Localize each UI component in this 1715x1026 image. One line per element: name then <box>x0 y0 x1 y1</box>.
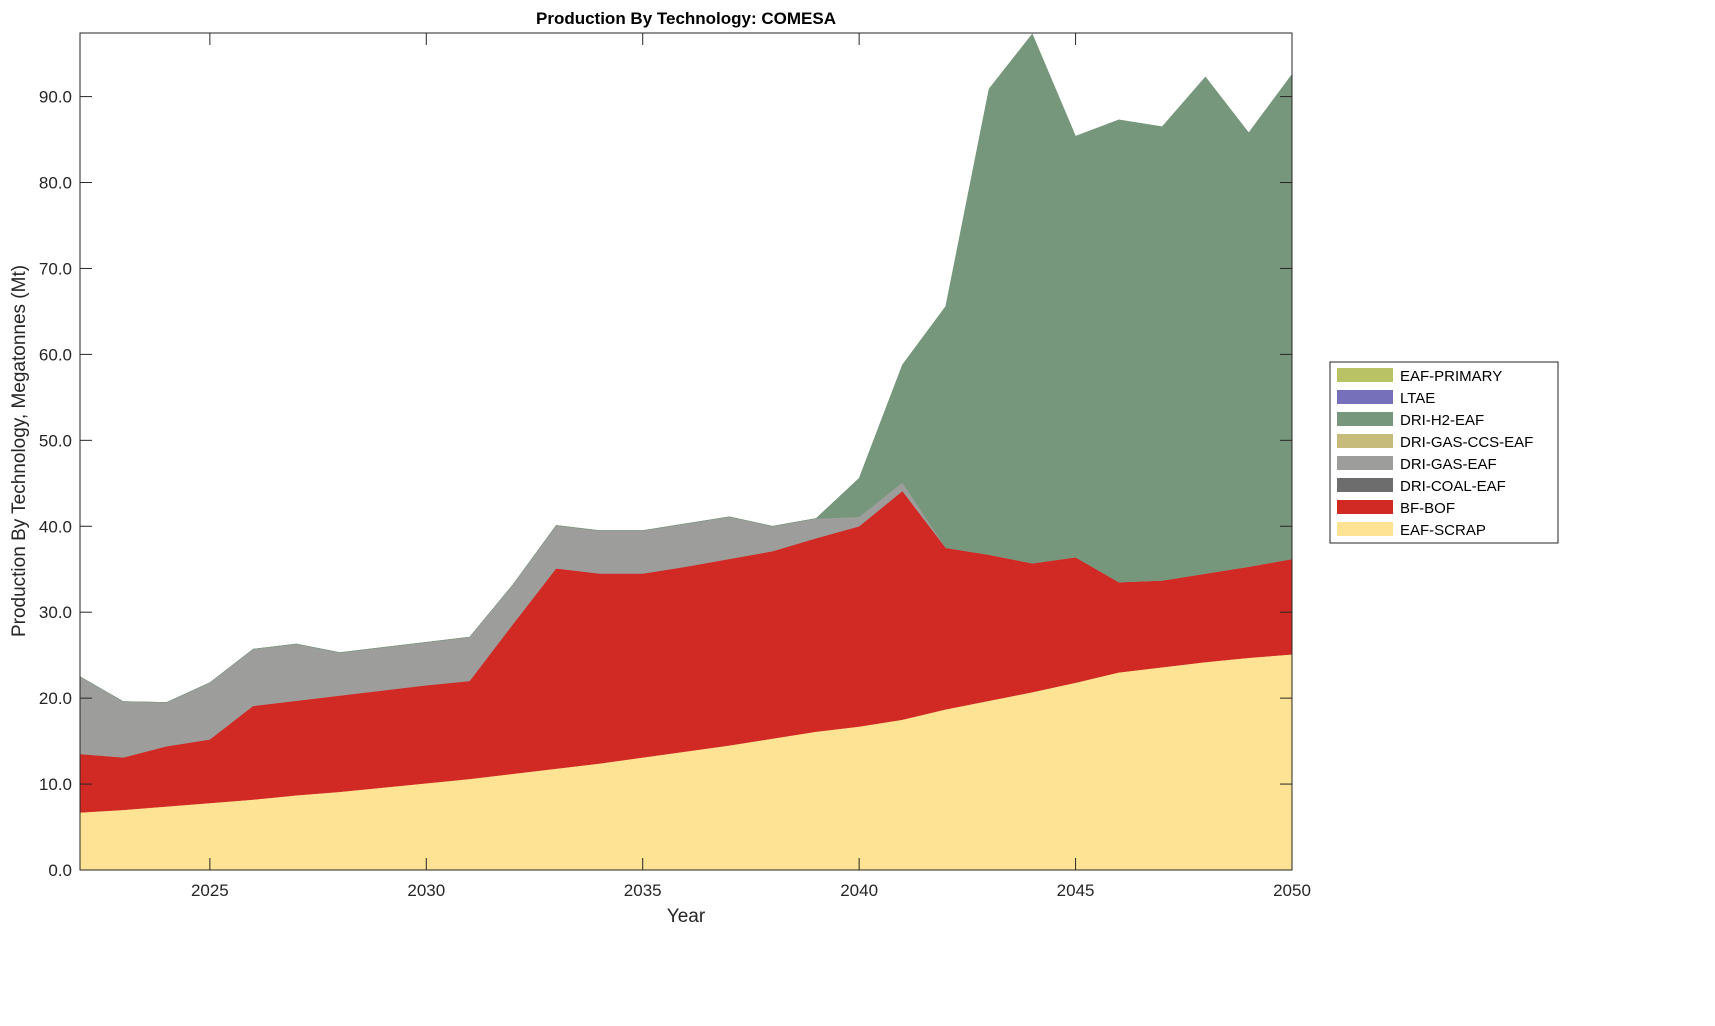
y-axis-label: Production By Technology, Megatonnes (Mt… <box>9 265 30 637</box>
legend-label-eaf-scrap: EAF-SCRAP <box>1400 522 1486 539</box>
y-tick-label: 10.0 <box>39 775 72 794</box>
legend-swatch-dri-coal-eaf <box>1337 478 1393 492</box>
x-tick-label: 2025 <box>191 881 229 900</box>
legend-swatch-dri-h2-eaf <box>1337 412 1393 426</box>
plot-frame <box>79 32 1293 871</box>
legend-label-eaf-primary: EAF-PRIMARY <box>1400 368 1502 385</box>
legend-label-dri-gas-ccs-eaf: DRI-GAS-CCS-EAF <box>1400 434 1533 451</box>
y-tick-label: 40.0 <box>39 517 72 536</box>
y-tick-label: 90.0 <box>39 88 72 107</box>
y-tick-label: 50.0 <box>39 431 72 450</box>
x-tick-label: 2045 <box>1057 881 1095 900</box>
x-tick-label: 2030 <box>407 881 445 900</box>
x-tick-label: 2040 <box>840 881 878 900</box>
y-tick-label: 60.0 <box>39 345 72 364</box>
legend-label-dri-coal-eaf: DRI-COAL-EAF <box>1400 478 1506 495</box>
y-tick-label: 30.0 <box>39 603 72 622</box>
y-tick-label: 70.0 <box>39 259 72 278</box>
legend-swatch-dri-gas-eaf <box>1337 456 1393 470</box>
legend-swatch-eaf-scrap <box>1337 522 1393 536</box>
x-tick-label: 2035 <box>624 881 662 900</box>
legend-label-ltae: LTAE <box>1400 390 1435 407</box>
legend-label-dri-gas-eaf: DRI-GAS-EAF <box>1400 456 1497 473</box>
x-axis-label: Year <box>667 906 706 927</box>
y-tick-label: 80.0 <box>39 174 72 193</box>
chart-title: Production By Technology: COMESA <box>536 9 836 28</box>
legend-label-bf-bof: BF-BOF <box>1400 500 1455 517</box>
x-tick-label: 2050 <box>1273 881 1311 900</box>
legend: EAF-PRIMARY LTAE DRI-H2-EAF DRI-GAS-CCS-EAF… <box>1329 361 1559 544</box>
y-tick-label: 0.0 <box>48 861 72 880</box>
legend-swatch-bf-bof <box>1337 500 1393 514</box>
area-layers <box>80 33 1292 870</box>
legend-swatch-ltae <box>1337 390 1393 404</box>
axes: 0.0 10.0 20.0 30.0 40.0 50.0 60.0 70.0 80.0 90.0 2… <box>39 32 1311 900</box>
area-dri-h2-eaf <box>80 33 1292 703</box>
legend-swatch-dri-gas-ccs-eaf <box>1337 434 1393 448</box>
legend-label-dri-h2-eaf: DRI-H2-EAF <box>1400 412 1484 429</box>
y-tick-label: 20.0 <box>39 689 72 708</box>
legend-swatch-eaf-primary <box>1337 368 1393 382</box>
